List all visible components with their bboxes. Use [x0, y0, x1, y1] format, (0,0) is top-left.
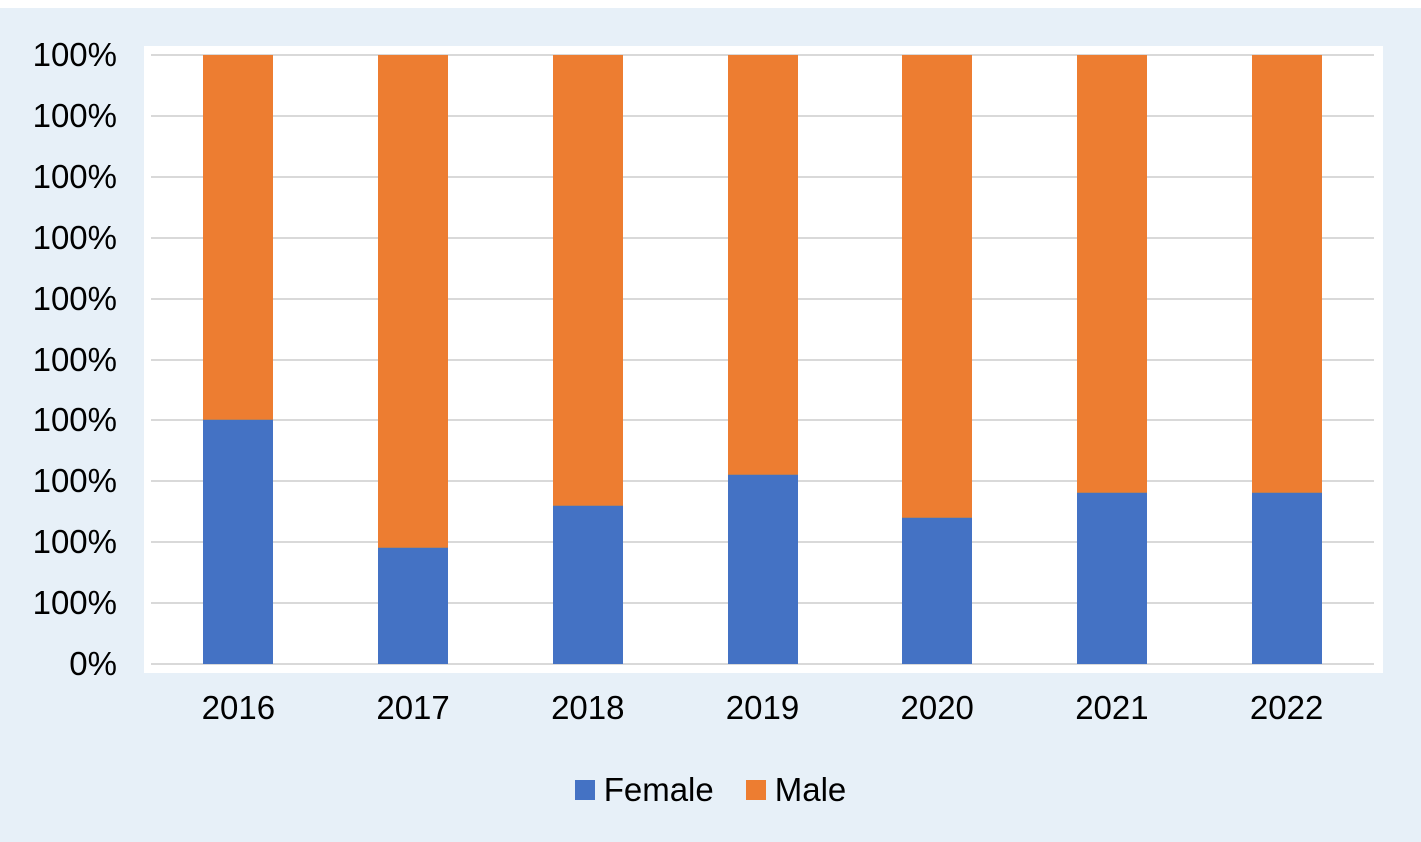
gridline	[151, 663, 1374, 665]
bar-2021	[1076, 55, 1147, 664]
x-axis-category-label: 2018	[551, 689, 625, 726]
bar-2020	[902, 55, 973, 664]
bar-2019	[727, 55, 798, 664]
bar-segment-male-2017	[378, 55, 449, 549]
legend-item-male: Male	[745, 771, 847, 808]
y-axis-tick-label: 100%	[32, 36, 117, 73]
bar-segment-female-2016	[203, 420, 274, 664]
bar-segment-female-2017	[378, 548, 449, 664]
bar-2018	[552, 55, 623, 664]
bar-segment-male-2022	[1251, 55, 1322, 494]
y-axis-tick-label: 100%	[32, 462, 117, 500]
plot-area	[144, 46, 1383, 673]
legend-swatch-female	[574, 780, 595, 800]
y-axis-tick-label: 0%	[69, 645, 117, 682]
y-axis-tick-label: 100%	[32, 279, 117, 317]
y-axis-tick-label: 100%	[32, 340, 117, 378]
bar-segment-female-2020	[902, 517, 973, 664]
bar-segment-male-2016	[203, 55, 274, 421]
y-axis-tick-label: 100%	[32, 523, 117, 561]
bar-segment-male-2020	[902, 55, 973, 518]
y-axis-tick-label: 100%	[32, 96, 117, 134]
legend-label-male: Male	[774, 771, 847, 808]
bar-2022	[1251, 55, 1322, 664]
bar-segment-male-2018	[552, 55, 623, 506]
x-axis-category-label: 2016	[201, 689, 276, 726]
bar-segment-male-2021	[1076, 55, 1147, 494]
y-axis-tick-label: 100%	[32, 218, 117, 256]
bar-segment-female-2019	[727, 475, 798, 664]
bar-segment-male-2019	[727, 55, 798, 476]
legend-label-female: Female	[603, 771, 714, 808]
legend-item-female: Female	[574, 771, 714, 808]
y-axis-tick-label: 100%	[32, 401, 117, 439]
x-axis-category-label: 2019	[725, 689, 800, 726]
bar-segment-female-2022	[1251, 493, 1322, 664]
x-axis-category-label: 2017	[376, 689, 450, 726]
top-white-strip	[0, 0, 1421, 8]
bar-segment-female-2018	[552, 505, 623, 664]
y-axis-tick-label: 100%	[32, 584, 117, 622]
legend: Female Male	[0, 772, 1421, 808]
x-axis-category-label: 2020	[900, 689, 974, 726]
legend-swatch-male	[745, 780, 766, 800]
bar-2016	[203, 55, 274, 664]
x-axis-category-label: 2022	[1249, 689, 1324, 726]
y-axis-tick-label: 100%	[32, 157, 117, 195]
bar-segment-female-2021	[1076, 493, 1147, 664]
bar-2017	[378, 55, 449, 664]
x-axis-category-label: 2021	[1075, 689, 1149, 726]
